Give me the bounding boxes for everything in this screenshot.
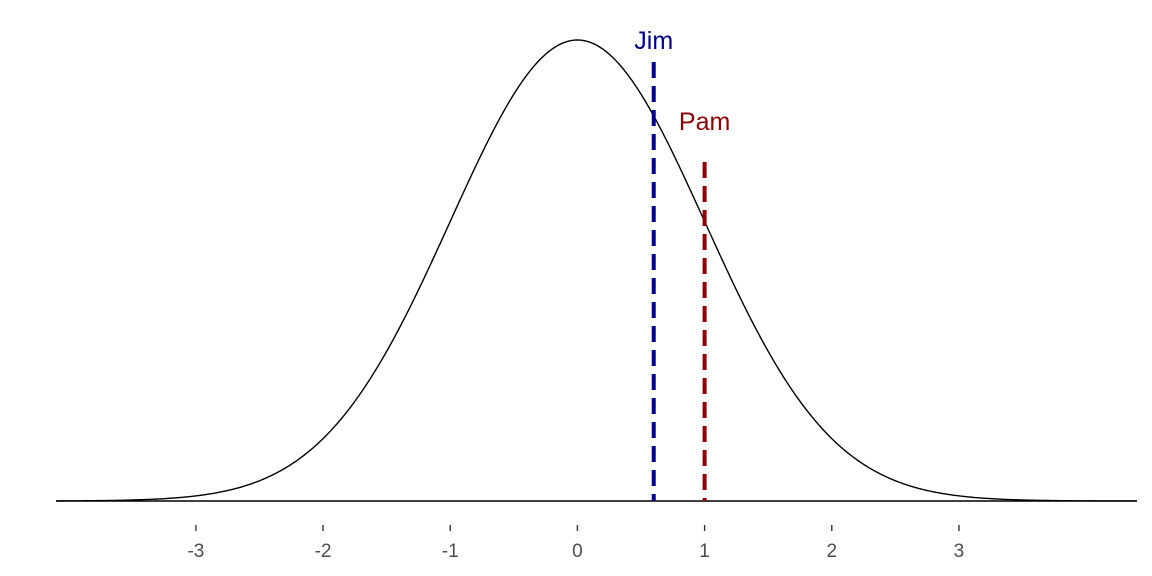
x-tick-label: -1 (442, 541, 459, 562)
marker-label-pam: Pam (679, 108, 730, 136)
x-tick-label: -3 (187, 541, 204, 562)
density-curve (56, 40, 1137, 501)
x-tick-label: 3 (954, 541, 965, 562)
score-markers: Jim Pam (634, 27, 730, 501)
x-tick-label: 1 (699, 541, 710, 562)
x-tick-label: 2 (826, 541, 837, 562)
x-tick-label: 0 (572, 541, 583, 562)
marker-label-jim: Jim (634, 27, 673, 55)
x-tick-label: -2 (315, 541, 332, 562)
x-axis-ticks: -3 -2 -1 0 1 2 3 (187, 525, 964, 562)
